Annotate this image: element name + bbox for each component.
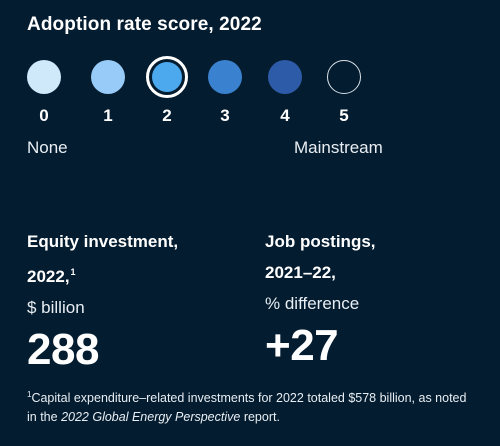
score-label-0: 0	[39, 106, 49, 125]
score-dot-0	[27, 60, 61, 94]
footnote-text-after: report.	[240, 410, 280, 424]
score-dot-2-fill	[152, 62, 182, 92]
footnote-text-before: Capital expenditure–related investments …	[27, 391, 467, 424]
score-dot-3	[208, 60, 242, 94]
equity-year: 2022,	[27, 267, 70, 286]
adoption-scale: 0 1 2 3 4 5 None Mainstream	[27, 56, 387, 166]
equity-value: 288	[27, 325, 99, 374]
footnote-report-title: 2022 Global Energy Perspective	[61, 410, 241, 424]
equity-footnote-marker: 1	[70, 267, 76, 277]
score-label-2: 2	[162, 106, 172, 125]
jobs-heading-line1: Job postings,	[265, 232, 376, 251]
score-label-1: 1	[103, 106, 113, 125]
score-dot-5	[327, 60, 361, 94]
score-dot-1	[91, 60, 125, 94]
equity-heading-line1: Equity investment,	[27, 232, 179, 251]
score-label-5: 5	[339, 106, 349, 125]
jobs-value: +27	[265, 321, 339, 370]
card-title: Adoption rate score, 2022	[27, 14, 262, 35]
score-dot-2-selected	[146, 56, 188, 98]
footnote: 1Capital expenditure–related investments…	[27, 385, 477, 427]
job-postings-metric: Job postings, 2021–22, % difference +27	[265, 226, 376, 371]
scale-min-label: None	[27, 138, 68, 157]
footnote-marker: 1	[27, 390, 32, 399]
equity-heading-line2: 2022,1	[27, 257, 178, 292]
scale-max-label: Mainstream	[294, 138, 383, 157]
equity-unit: $ billion	[27, 298, 85, 317]
score-label-3: 3	[220, 106, 230, 125]
jobs-unit: % difference	[265, 294, 360, 313]
equity-investment-metric: Equity investment, 2022,1 $ billion 288	[27, 226, 178, 375]
score-dot-4	[268, 60, 302, 94]
jobs-heading-line2: 2021–22,	[265, 263, 336, 282]
score-label-4: 4	[280, 106, 290, 125]
